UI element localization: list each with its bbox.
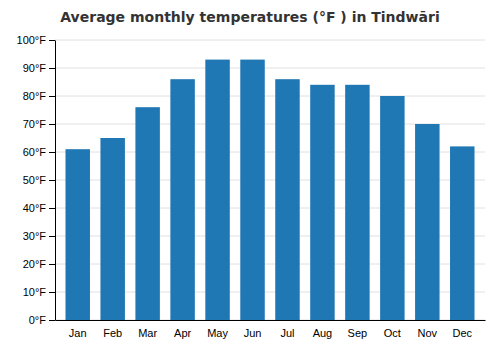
tick: May	[207, 327, 228, 339]
axis-line	[55, 41, 56, 321]
tick-label: 60°F	[23, 146, 47, 158]
tick: Mar	[138, 327, 157, 339]
tick-mark	[49, 96, 55, 97]
y-axis: 0°F 10°F 20°F 30°F 40°F 50°F 60°F 70°F 80°F 90°F 1…	[17, 34, 56, 326]
bar	[240, 60, 264, 320]
tick-label: May	[207, 327, 228, 339]
tick-mark	[49, 124, 55, 125]
bar	[100, 138, 124, 320]
tick-label: Nov	[418, 327, 438, 339]
tick-mark	[49, 292, 55, 293]
bar	[310, 85, 334, 320]
bars	[65, 60, 474, 320]
bar	[65, 149, 89, 320]
axis-line	[56, 320, 486, 321]
tick: 60°F	[23, 146, 55, 158]
tick-label: Dec	[452, 327, 472, 339]
bar	[135, 107, 159, 320]
plot: Jan Feb Mar Apr May Jun Jul Aug Sep Oct Nov Dec 0°F 1…	[17, 34, 486, 339]
tick-label: 10°F	[23, 286, 47, 298]
grid-line	[55, 68, 485, 69]
tick: Jul	[280, 327, 294, 339]
tick-label: 80°F	[23, 90, 47, 102]
grid	[55, 40, 485, 320]
title: Average monthly temperatures (°F ) in Ti…	[60, 9, 439, 25]
tick-mark	[49, 320, 55, 321]
tick-label: Jan	[69, 327, 87, 339]
tick-mark	[49, 208, 55, 209]
bar	[275, 79, 299, 320]
tick-label: Aug	[313, 327, 333, 339]
tick-label: Jun	[244, 327, 262, 339]
tick-label: 40°F	[23, 202, 47, 214]
tick: 20°F	[23, 258, 55, 270]
grid-line	[55, 40, 485, 41]
tick: 100°F	[17, 34, 55, 46]
tick-mark	[49, 68, 55, 69]
tick-label: 70°F	[23, 118, 47, 130]
tick: 0°F	[29, 314, 55, 326]
tick-label: Feb	[103, 327, 122, 339]
tick: Sep	[348, 327, 368, 339]
tick: Jun	[244, 327, 262, 339]
tick: Oct	[384, 327, 401, 339]
tick-label: 20°F	[23, 258, 47, 270]
x-axis: Jan Feb Mar Apr May Jun Jul Aug Sep Oct Nov Dec	[56, 321, 486, 339]
tick: 70°F	[23, 118, 55, 130]
tick-mark	[49, 40, 55, 41]
tick: Aug	[313, 327, 333, 339]
tick: Feb	[103, 327, 122, 339]
tick-label: 50°F	[23, 174, 47, 186]
tick-mark	[49, 264, 55, 265]
chart: Average monthly temperatures (°F ) in Ti…	[0, 0, 500, 350]
bar	[415, 124, 439, 320]
tick-label: 90°F	[23, 62, 47, 74]
tick: Nov	[418, 327, 438, 339]
tick-mark	[49, 152, 55, 153]
tick: 40°F	[23, 202, 55, 214]
tick-label: Oct	[384, 327, 401, 339]
tick: 80°F	[23, 90, 55, 102]
tick-label: 0°F	[29, 314, 47, 326]
bar	[170, 79, 194, 320]
tick: Jan	[69, 327, 87, 339]
tick: 30°F	[23, 230, 55, 242]
bar	[380, 96, 404, 320]
bar	[450, 146, 474, 320]
tick-label: Jul	[280, 327, 294, 339]
grid-line	[55, 96, 485, 97]
tick-label: Apr	[174, 327, 191, 339]
tick: 50°F	[23, 174, 55, 186]
tick: Dec	[452, 327, 472, 339]
tick-label: Sep	[348, 327, 368, 339]
tick-mark	[49, 180, 55, 181]
tick: 90°F	[23, 62, 55, 74]
tick-label: 100°F	[17, 34, 47, 46]
tick: Apr	[174, 327, 191, 339]
tick-label: Mar	[138, 327, 157, 339]
tick: 10°F	[23, 286, 55, 298]
bar	[345, 85, 369, 320]
bar	[205, 60, 229, 320]
tick-mark	[49, 236, 55, 237]
tick-label: 30°F	[23, 230, 47, 242]
